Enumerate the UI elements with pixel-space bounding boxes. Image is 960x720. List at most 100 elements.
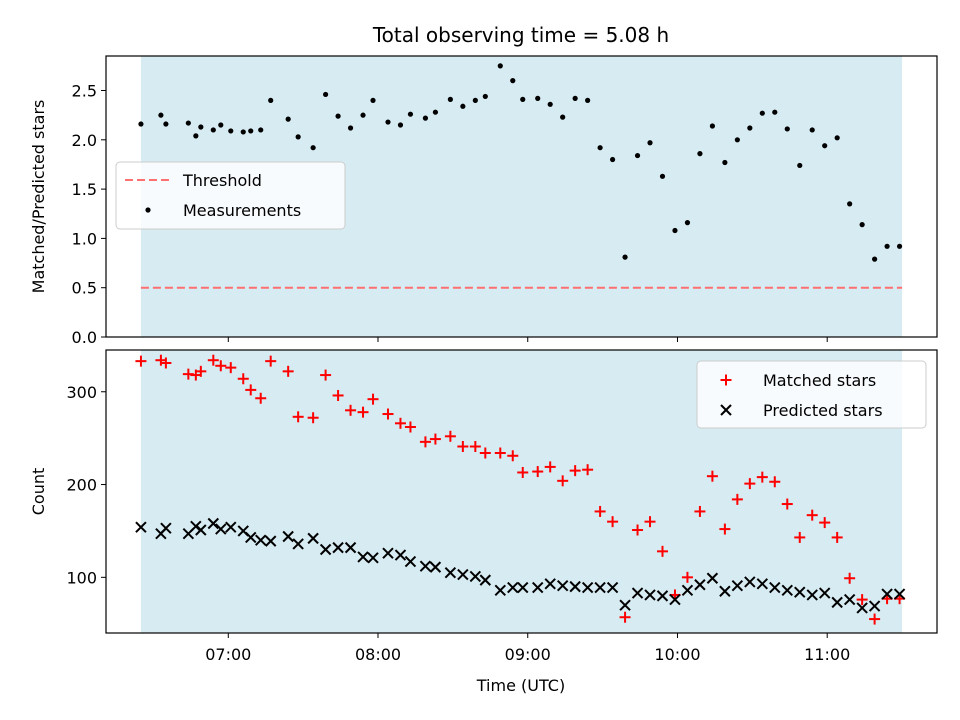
measurement-point <box>310 145 316 151</box>
measurement-point <box>185 120 191 126</box>
measurement-point <box>422 115 429 121</box>
x-tick-label: 09:00 <box>505 645 551 664</box>
predicted-star-point <box>794 586 806 598</box>
matched-star-point <box>307 412 319 424</box>
matched-star-point <box>469 440 481 452</box>
measurement-point <box>193 133 199 139</box>
figure-title: Total observing time = 5.08 h <box>372 23 669 47</box>
top-panel: 0.0 0.5 1.0 1.5 2.0 2.5 Matched/Predicted star… <box>29 55 938 347</box>
predicted-star-point <box>255 534 267 546</box>
measurement-point <box>447 96 453 102</box>
measurement-point <box>847 201 853 207</box>
matched-star-point <box>207 354 219 366</box>
predicted-star-point <box>382 547 394 559</box>
legend-threshold-label: Threshold <box>182 171 262 190</box>
predicted-star-point <box>207 517 220 530</box>
matched-star-point <box>429 433 441 445</box>
predicted-star-point <box>868 600 881 612</box>
predicted-star-point <box>606 581 619 594</box>
measurement-point <box>218 122 224 128</box>
predicted-star-point <box>507 581 519 594</box>
measurement-point <box>163 121 169 127</box>
predicted-star-point <box>344 541 357 554</box>
predicted-star-point <box>494 584 506 597</box>
matched-star-point <box>215 360 227 372</box>
measurement-point <box>385 119 391 125</box>
measurement-point <box>797 162 803 169</box>
predicted-star-point <box>594 581 606 594</box>
predicted-star-point <box>656 590 669 602</box>
measurement-point <box>872 256 878 262</box>
x-axis-label: Time (UTC) <box>476 676 565 695</box>
predicted-star-point <box>881 588 893 600</box>
legend-matched-swatch <box>720 374 732 386</box>
matched-star-point <box>557 475 569 487</box>
matched-star-point <box>781 498 793 510</box>
matched-star-point <box>532 466 544 478</box>
matched-star-point <box>135 355 147 367</box>
x-tick-label: 08:00 <box>355 645 401 664</box>
matched-star-point <box>255 392 267 404</box>
measurement-point <box>510 78 516 84</box>
measurement-point <box>759 110 765 116</box>
matched-star-point <box>345 404 357 416</box>
x-tick-label: 10:00 <box>654 645 700 664</box>
matched-star-point <box>245 384 257 396</box>
measurement-point <box>210 127 216 133</box>
matched-star-point <box>332 389 344 401</box>
predicted-star-point <box>367 552 379 564</box>
predicted-star-point <box>681 584 694 597</box>
bottom-y-tick-label: 300 <box>66 383 97 402</box>
measurement-point <box>497 63 503 69</box>
matched-star-point <box>237 373 249 385</box>
matched-star-point <box>756 471 768 483</box>
matched-star-point <box>382 408 394 420</box>
matched-star-point <box>869 613 881 625</box>
measurement-point <box>460 103 466 109</box>
predicted-star-point <box>843 593 856 606</box>
legend-measurements-label: Measurements <box>183 201 301 220</box>
predicted-star-point <box>195 524 207 536</box>
predicted-star-point <box>282 530 294 543</box>
measurement-point <box>697 151 703 157</box>
predicted-star-point <box>856 602 868 614</box>
predicted-star-point <box>719 585 731 597</box>
measurement-point <box>747 125 753 131</box>
predicted-star-point <box>731 579 744 592</box>
measurement-point <box>535 95 541 101</box>
measurement-point <box>884 243 890 249</box>
measurement-point <box>228 128 234 134</box>
measurement-point <box>520 96 526 102</box>
matched-star-point <box>419 436 431 448</box>
predicted-star-point <box>332 541 344 554</box>
predicted-star-point <box>569 580 581 593</box>
top-y-tick-label: 0.0 <box>72 328 97 347</box>
predicted-star-point <box>444 566 457 579</box>
measurement-point <box>560 114 566 120</box>
predicted-star-point <box>706 572 719 584</box>
legend-matched-label: Matched stars <box>763 371 876 390</box>
predicted-star-point <box>394 549 407 561</box>
matched-star-point <box>394 417 406 429</box>
predicted-star-point <box>215 523 227 535</box>
measurement-point <box>585 97 591 103</box>
predicted-star-point <box>806 589 818 601</box>
measurement-point <box>407 111 414 117</box>
bottom-panel: 100 200 300 07:00 08:00 09:00 10:00 11:00 Count M… <box>29 349 938 664</box>
measurement-point <box>672 227 678 234</box>
matched-star-point <box>856 594 868 606</box>
bottom-axes-frame <box>105 349 938 634</box>
measurement-point <box>240 129 246 135</box>
measurement-point <box>472 97 478 103</box>
bottom-y-tick-label: 200 <box>66 476 97 495</box>
matched-star-point <box>731 493 743 505</box>
matched-star-point <box>607 516 619 528</box>
matched-star-point <box>494 447 506 459</box>
top-axes-frame <box>105 55 938 338</box>
measurement-point <box>684 220 691 226</box>
predicted-star-point <box>457 568 469 581</box>
matched-star-point <box>719 523 731 535</box>
predicted-star-point <box>245 531 257 544</box>
measurement-point <box>896 243 903 249</box>
matched-star-point <box>292 411 304 423</box>
